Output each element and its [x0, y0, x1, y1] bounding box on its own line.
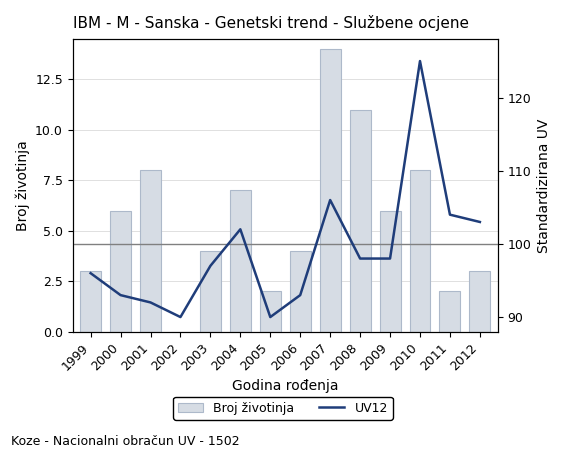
Bar [110, 211, 131, 332]
Bar [200, 251, 221, 332]
Bar [350, 110, 371, 332]
Text: Koze - Nacionalni obračun UV - 1502: Koze - Nacionalni obračun UV - 1502 [11, 435, 240, 448]
Bar [380, 211, 401, 332]
Bar [320, 49, 341, 332]
Legend: Broj životinja, UV12: Broj životinja, UV12 [173, 396, 393, 419]
Bar [469, 271, 490, 332]
Bar [140, 170, 161, 332]
X-axis label: Godina rođenja: Godina rođenja [232, 379, 338, 393]
Bar [230, 190, 251, 332]
Bar [80, 271, 101, 332]
Bar [260, 291, 281, 332]
Bar [290, 251, 311, 332]
Y-axis label: Standardizirana UV: Standardizirana UV [537, 118, 551, 253]
Text: IBM - M - Sanska - Genetski trend - Službene ocjene: IBM - M - Sanska - Genetski trend - Služ… [72, 15, 469, 31]
Y-axis label: Broj životinja: Broj životinja [15, 140, 29, 231]
Bar [439, 291, 460, 332]
Bar [410, 170, 431, 332]
